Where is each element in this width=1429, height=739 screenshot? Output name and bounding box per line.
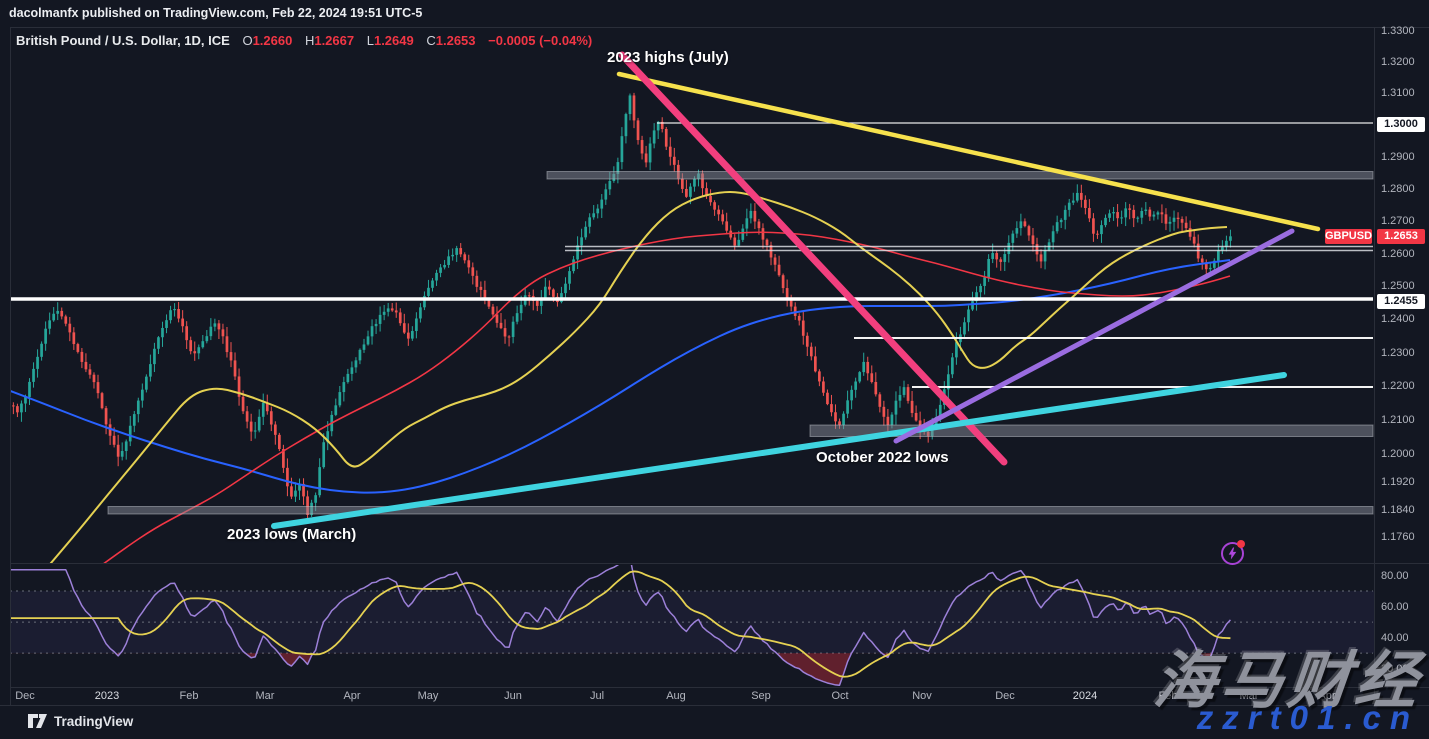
drawings-layer <box>10 51 1374 529</box>
low-value: 1.2649 <box>373 33 414 48</box>
low-label: L <box>366 33 374 48</box>
time-tick: 2023 <box>94 690 120 702</box>
axis-tick: 1.1920 <box>1381 475 1415 488</box>
pane-divider <box>10 563 1429 564</box>
last-price-badge: 1.2653 <box>1377 228 1425 244</box>
price-axis[interactable]: 1.3300 1.3200 1.3100 1.2900 1.2800 1.2700 1.26… <box>1374 0 1429 705</box>
axis-tick: 1.1840 <box>1381 503 1415 516</box>
watermark-url: zzrt01.cn <box>1196 699 1419 736</box>
symbol-price-tag: GBPUSD <box>1324 228 1373 244</box>
lightning-bolt-icon <box>1228 547 1237 560</box>
axis-tick: 80.00 <box>1381 569 1409 582</box>
time-tick: 2024 <box>1072 690 1098 702</box>
notification-dot <box>1237 540 1245 548</box>
open-label: O <box>242 33 253 48</box>
axis-tick: 1.2000 <box>1381 448 1415 461</box>
axis-tick: 1.2600 <box>1381 247 1415 260</box>
rsi-layer <box>10 565 1374 686</box>
axis-tick: 1.3200 <box>1381 56 1415 69</box>
axis-tick: 1.2700 <box>1381 214 1415 227</box>
time-tick: Jul <box>589 690 605 702</box>
axis-tick: 1.2500 <box>1381 280 1415 293</box>
moving-averages-layer <box>10 191 1231 563</box>
time-tick: Sep <box>751 690 771 702</box>
time-axis[interactable]: Dec 2023 Feb Mar Apr May Jun Jul Aug Sep Oct Nov Dec… <box>0 688 1374 705</box>
time-tick: Feb <box>1158 690 1178 702</box>
time-tick: Aug <box>666 690 686 702</box>
symbol-info: British Pound / U.S. Dollar, 1D, ICE O1.… <box>16 33 592 48</box>
close-value: 1.2653 <box>435 33 476 48</box>
time-tick: May <box>417 690 439 702</box>
high-label: H <box>304 33 315 48</box>
time-axis-divider <box>10 687 1429 688</box>
axis-tick: 40.00 <box>1381 631 1409 644</box>
axis-tick: 1.3100 <box>1381 87 1415 100</box>
axis-tick: 1.2400 <box>1381 313 1415 326</box>
time-tick: Dec <box>995 690 1015 702</box>
axis-tick: 1.2900 <box>1381 150 1415 163</box>
level-price-badge: 1.3000 <box>1377 117 1425 133</box>
axis-tick: 1.3300 <box>1381 25 1415 38</box>
level-price-badge: 1.2455 <box>1377 293 1425 309</box>
high-value: 1.2667 <box>314 33 355 48</box>
symbol-title: British Pound / U.S. Dollar, 1D, ICE <box>16 33 230 48</box>
axis-tick: 1.1760 <box>1381 531 1415 544</box>
time-tick: Apr <box>343 690 361 702</box>
tradingview-mark-icon <box>28 714 47 728</box>
annotation-2023-lows: 2023 lows (March) <box>227 526 357 543</box>
candles-layer <box>10 92 1232 522</box>
annotation-october-2022-lows: October 2022 lows <box>816 449 949 466</box>
time-tick: Mar <box>255 690 275 702</box>
time-tick: Nov <box>912 690 932 702</box>
open-value: 1.2660 <box>252 33 293 48</box>
time-tick: Mar <box>1239 690 1259 702</box>
publish-credit: dacolmanfx published on TradingView.com,… <box>9 6 423 20</box>
price-axis-border <box>1374 27 1375 705</box>
axis-tick: 1.2300 <box>1381 346 1415 359</box>
time-tick: Apr <box>1318 690 1336 702</box>
close-label: C <box>426 33 436 48</box>
header-divider <box>10 27 1429 28</box>
footer-divider <box>0 705 1429 706</box>
axis-tick: 20.00 <box>1381 662 1409 675</box>
time-tick: Dec <box>15 690 35 702</box>
tradingview-logo[interactable]: TradingView <box>28 714 133 729</box>
axis-tick: 1.2200 <box>1381 380 1415 393</box>
time-tick: Oct <box>831 690 849 702</box>
tradingview-brand-text: TradingView <box>54 714 134 729</box>
axis-tick: 1.2800 <box>1381 182 1415 195</box>
annotation-2023-highs: 2023 highs (July) <box>607 49 729 66</box>
axis-tick: 1.2100 <box>1381 414 1415 427</box>
time-tick: Jun <box>504 690 522 702</box>
change-value: −0.0005 (−0.04%) <box>488 33 593 48</box>
flash-ideas-button[interactable] <box>1221 540 1245 565</box>
time-tick: Feb <box>179 690 199 702</box>
chart-left-border <box>10 27 11 705</box>
axis-tick: 60.00 <box>1381 600 1409 613</box>
